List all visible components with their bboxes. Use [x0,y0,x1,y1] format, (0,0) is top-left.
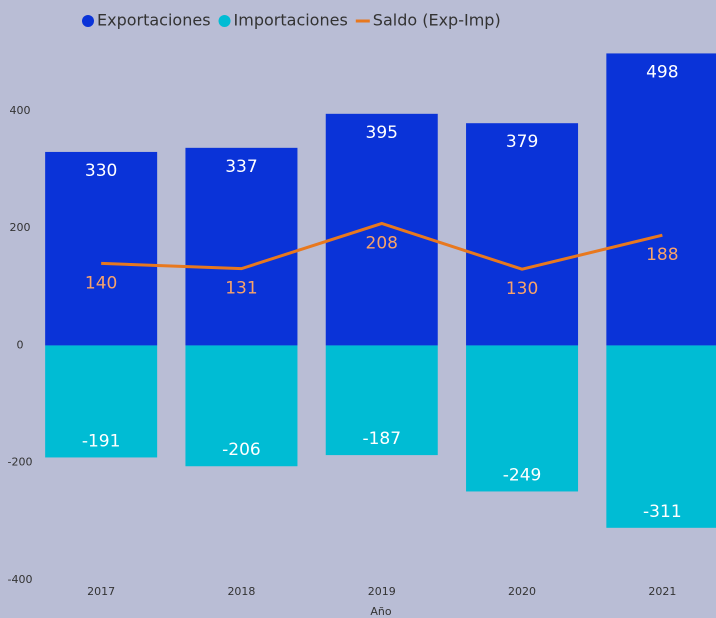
data-label: -187 [362,429,401,449]
legend-item: Importaciones [218,11,348,30]
legend-label: Saldo (Exp-Imp) [373,11,501,30]
x-tick-label: 2018 [227,585,255,598]
y-tick-label: 0 [17,338,24,351]
data-label: -249 [503,465,542,485]
y-tick-label: 200 [10,221,31,234]
bar [45,345,158,458]
x-tick-label: 2017 [87,585,115,598]
x-tick-label: 2020 [508,585,536,598]
data-label: 337 [225,157,257,177]
bar [606,345,716,528]
data-label: 208 [366,233,398,253]
bar [606,53,716,346]
data-label: 188 [646,245,678,265]
bar [45,151,158,346]
data-label: 140 [85,273,117,293]
bar [325,113,438,346]
data-label: -206 [222,440,261,460]
data-label: 130 [506,279,538,299]
data-label: 379 [506,132,538,152]
legend: Exportaciones Importaciones Saldo (Exp-Imp… [82,11,501,30]
line [101,221,663,271]
legend-item: Saldo (Exp-Imp) [355,11,501,30]
data-label: 131 [225,279,257,299]
y-tick-label: 400 [10,104,31,117]
legend-swatch [82,15,94,27]
data-label: 330 [85,161,117,181]
x-axis-title: Año [370,605,391,618]
data-label: -191 [82,431,121,451]
x-tick-label: 2021 [648,585,676,598]
legend-item: Exportaciones [82,11,211,30]
legend-swatch [218,15,231,27]
bar [185,345,298,467]
bar [466,123,579,346]
bar [466,345,579,492]
legend-label: Exportaciones [97,11,211,30]
x-tick-label: 2019 [368,585,396,598]
y-tick-label: -200 [8,456,33,469]
legend-label: Importaciones [234,11,348,30]
data-label: 498 [646,62,678,82]
bar [185,147,298,346]
bar [325,345,438,456]
y-tick-label: -400 [8,573,33,586]
data-label: -311 [643,502,682,522]
data-label: 395 [366,123,398,143]
